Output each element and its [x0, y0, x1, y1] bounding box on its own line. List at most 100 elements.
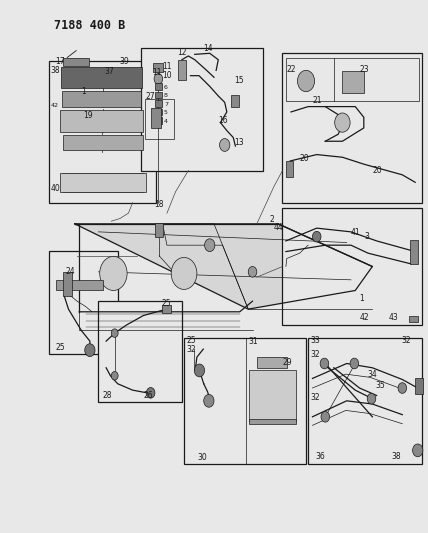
Bar — [257, 357, 287, 368]
Text: 12: 12 — [178, 48, 187, 57]
Bar — [60, 173, 146, 192]
Circle shape — [413, 444, 423, 457]
Circle shape — [335, 113, 350, 132]
Text: 19: 19 — [83, 111, 93, 120]
Text: 8: 8 — [164, 93, 168, 98]
Text: 29: 29 — [282, 358, 292, 367]
Bar — [415, 378, 423, 394]
Bar — [62, 91, 141, 107]
Bar — [249, 419, 296, 424]
Text: 35: 35 — [376, 381, 386, 390]
Circle shape — [100, 256, 127, 290]
Circle shape — [205, 239, 215, 252]
Text: 10: 10 — [162, 71, 171, 80]
Bar — [141, 48, 263, 171]
Text: 5: 5 — [164, 110, 168, 115]
Text: 22: 22 — [287, 64, 296, 74]
Text: 4: 4 — [164, 119, 168, 124]
Text: 26: 26 — [144, 391, 153, 400]
Text: 38: 38 — [392, 452, 401, 461]
Bar — [155, 117, 162, 124]
Circle shape — [204, 394, 214, 407]
Text: 2: 2 — [270, 215, 274, 224]
Bar — [155, 109, 162, 115]
Bar — [184, 338, 306, 464]
Bar — [145, 99, 174, 139]
Text: 38: 38 — [51, 66, 60, 75]
Text: 37: 37 — [104, 67, 114, 76]
Text: 23: 23 — [360, 64, 369, 74]
Text: 1: 1 — [81, 87, 86, 96]
Circle shape — [398, 383, 407, 393]
Text: 32: 32 — [186, 345, 196, 354]
Text: 7: 7 — [164, 102, 168, 107]
Circle shape — [111, 372, 118, 380]
Bar — [162, 305, 171, 313]
Bar — [155, 83, 162, 90]
Text: 25: 25 — [56, 343, 65, 352]
Text: 21: 21 — [312, 96, 322, 105]
Text: 15: 15 — [235, 76, 244, 85]
Text: 42: 42 — [360, 313, 369, 322]
Bar — [286, 58, 419, 101]
Text: 1: 1 — [360, 294, 364, 303]
Text: 32: 32 — [311, 350, 320, 359]
Text: 18: 18 — [154, 200, 163, 209]
Bar — [282, 208, 422, 325]
Polygon shape — [75, 224, 372, 309]
Text: 36: 36 — [316, 452, 326, 461]
Text: 11: 11 — [162, 62, 171, 71]
Circle shape — [320, 358, 329, 369]
Bar — [178, 60, 186, 80]
Circle shape — [297, 70, 315, 92]
Bar — [249, 370, 296, 421]
Circle shape — [154, 74, 163, 84]
Circle shape — [367, 393, 376, 404]
Text: 32: 32 — [401, 336, 411, 345]
Text: 28: 28 — [103, 391, 112, 400]
Bar — [49, 61, 156, 203]
Text: 6: 6 — [164, 85, 168, 90]
Text: 25: 25 — [162, 299, 171, 308]
Text: 33: 33 — [311, 336, 321, 345]
Bar — [282, 53, 422, 203]
Text: 39: 39 — [120, 56, 130, 66]
Text: 14: 14 — [203, 44, 213, 53]
Text: 3: 3 — [365, 232, 369, 241]
Text: 44: 44 — [274, 223, 284, 232]
Circle shape — [85, 344, 95, 357]
Bar — [61, 67, 142, 88]
Bar — [342, 71, 364, 93]
Text: 13: 13 — [235, 138, 244, 147]
Text: 34: 34 — [367, 370, 377, 379]
Circle shape — [312, 231, 321, 242]
Bar — [56, 280, 103, 290]
Bar — [63, 272, 72, 296]
Bar — [155, 100, 162, 107]
Circle shape — [248, 266, 257, 277]
Circle shape — [171, 257, 197, 289]
Text: 17: 17 — [56, 56, 65, 66]
Text: 32: 32 — [311, 393, 320, 402]
Text: 24: 24 — [65, 267, 74, 276]
Text: 31: 31 — [248, 337, 258, 346]
Circle shape — [350, 358, 359, 369]
Bar — [60, 110, 143, 132]
Text: 20: 20 — [372, 166, 382, 175]
Bar — [151, 108, 161, 128]
Text: 7188 400 B: 7188 400 B — [54, 19, 125, 31]
Circle shape — [111, 329, 118, 337]
Text: 41: 41 — [351, 228, 360, 237]
Circle shape — [146, 387, 155, 398]
Bar — [155, 223, 163, 237]
Bar — [410, 240, 418, 264]
Circle shape — [220, 139, 230, 151]
Bar — [63, 58, 89, 66]
Bar — [153, 63, 163, 72]
Text: 40: 40 — [51, 184, 60, 193]
Text: 25: 25 — [186, 336, 196, 345]
Bar — [409, 316, 418, 322]
Bar — [63, 135, 143, 150]
Circle shape — [194, 364, 205, 377]
Circle shape — [321, 411, 330, 422]
